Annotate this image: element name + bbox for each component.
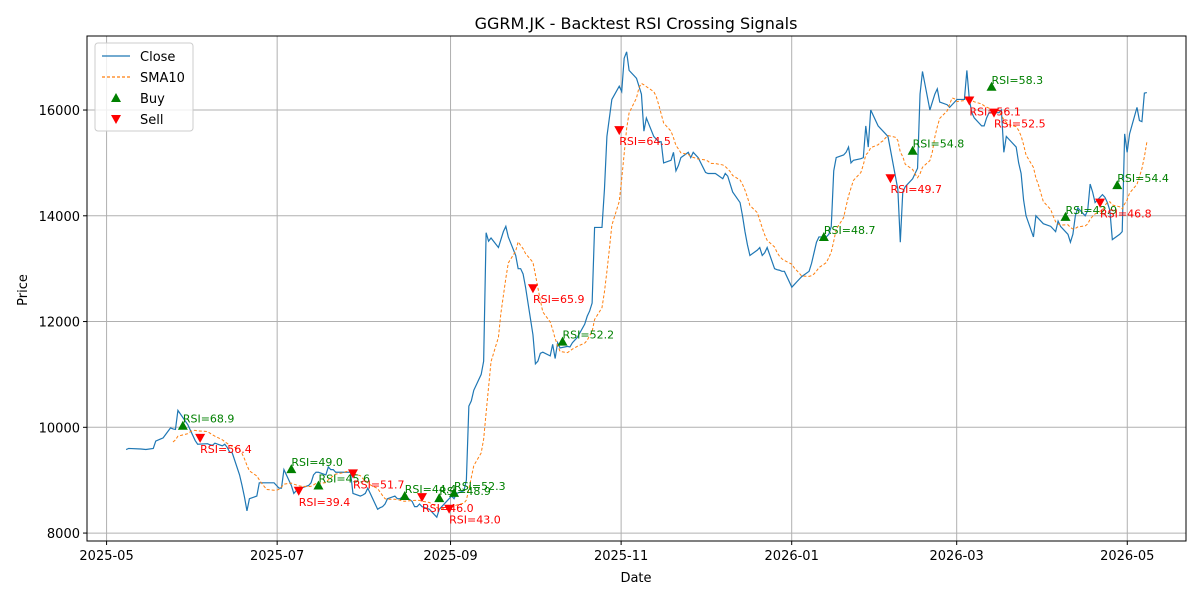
sell-marker — [417, 493, 428, 503]
buy-marker — [434, 493, 445, 503]
buy-rsi-label: RSI=49.0 — [291, 456, 343, 469]
y-axis-ticks: 8000 10000 12000 14000 16000 — [39, 104, 87, 542]
sell-marker — [614, 126, 625, 136]
sell-rsi-label: RSI=52.5 — [994, 118, 1046, 131]
x-tick-label: 2025-11 — [594, 549, 648, 564]
buy-rsi-label: RSI=54.4 — [1117, 172, 1169, 185]
y-tick-label: 8000 — [47, 527, 80, 542]
x-tick-label: 2026-05 — [1100, 549, 1154, 564]
buy-rsi-label: RSI=52.2 — [563, 329, 615, 342]
legend-box — [94, 42, 194, 132]
buy-rsi-label: RSI=54.8 — [913, 138, 965, 151]
legend-sell-swatch — [111, 115, 121, 124]
series-layer — [125, 51, 1148, 519]
sell-rsi-label: RSI=56.4 — [200, 443, 252, 456]
legend: Close SMA10 Buy Sell — [94, 42, 194, 132]
buy-marker — [399, 491, 410, 501]
legend-label: Buy — [140, 92, 165, 107]
sell-marker — [964, 96, 975, 106]
buy-marker — [907, 145, 918, 155]
buy-marker — [449, 487, 460, 497]
buy-rsi-label: RSI=52.3 — [454, 480, 506, 493]
sell-marker — [195, 433, 206, 443]
sell-marker — [293, 486, 304, 496]
sell-marker — [1095, 198, 1106, 208]
sell-marker — [885, 174, 896, 184]
legend-label: Sell — [140, 113, 163, 128]
buy-marker — [986, 81, 997, 91]
y-tick-label: 12000 — [39, 316, 80, 331]
buy-marker — [313, 480, 324, 490]
plot-frame — [86, 35, 1187, 542]
x-tick-label: 2026-01 — [765, 549, 819, 564]
sell-marker — [444, 504, 455, 514]
sell-marker — [527, 284, 538, 294]
y-axis-label: Price — [16, 274, 31, 306]
signal-markers: RSI=68.9 RSI=56.4 RSI=49.0 RSI=39.4 RSI=45.6… — [177, 74, 1169, 527]
sell-rsi-label: RSI=51.7 — [353, 478, 405, 491]
x-axis-ticks: 2025-05 2025-07 2025-09 2025-11 2026-01 2026-… — [79, 541, 1154, 564]
sell-rsi-label: RSI=39.4 — [299, 496, 351, 509]
buy-marker — [557, 336, 568, 346]
sell-rsi-label: RSI=43.0 — [449, 514, 501, 527]
sma10-series-line — [172, 82, 1148, 510]
sell-rsi-label: RSI=64.5 — [619, 135, 671, 148]
buy-rsi-label: RSI=68.9 — [183, 413, 235, 426]
buy-rsi-label: RSI=42.9 — [1065, 204, 1117, 217]
chart-title: GGRM.JK - Backtest RSI Crossing Signals — [475, 14, 798, 33]
sell-rsi-label: RSI=65.9 — [533, 293, 585, 306]
y-tick-label: 10000 — [39, 421, 80, 436]
grid-lines — [87, 36, 1186, 541]
sell-marker — [347, 469, 358, 479]
buy-rsi-label: RSI=45.6 — [318, 472, 370, 485]
buy-rsi-label: RSI=48.7 — [824, 224, 876, 237]
sell-marker — [988, 108, 999, 118]
x-tick-label: 2025-09 — [423, 549, 477, 564]
legend-label: SMA10 — [140, 71, 185, 86]
buy-marker — [286, 464, 297, 474]
y-tick-label: 14000 — [39, 210, 80, 225]
buy-marker — [1060, 211, 1071, 221]
buy-marker — [1112, 180, 1123, 190]
sell-rsi-label: RSI=49.7 — [890, 183, 942, 196]
buy-rsi-label: RSI=44.4 — [405, 483, 457, 496]
buy-rsi-label: RSI=58.3 — [992, 74, 1044, 87]
sell-rsi-label: RSI=46.8 — [1100, 208, 1152, 221]
buy-marker — [177, 420, 188, 430]
x-tick-label: 2025-05 — [79, 549, 133, 564]
x-tick-label: 2025-07 — [250, 549, 304, 564]
legend-label: Close — [140, 50, 175, 65]
x-axis-label: Date — [620, 571, 651, 586]
close-series-line — [125, 51, 1147, 519]
y-tick-label: 16000 — [39, 104, 80, 119]
x-tick-label: 2026-03 — [930, 549, 984, 564]
legend-buy-swatch — [111, 93, 121, 102]
buy-marker — [818, 231, 829, 241]
